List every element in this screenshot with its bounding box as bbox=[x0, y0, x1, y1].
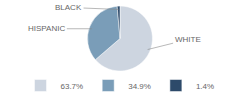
svg-text:63.7%: 63.7% bbox=[61, 82, 84, 91]
svg-text:BLACK: BLACK bbox=[55, 3, 82, 12]
svg-text:1.4%: 1.4% bbox=[196, 82, 214, 91]
svg-text:34.9%: 34.9% bbox=[128, 82, 151, 91]
svg-text:HISPANIC: HISPANIC bbox=[28, 24, 65, 33]
svg-text:WHITE: WHITE bbox=[175, 35, 201, 44]
